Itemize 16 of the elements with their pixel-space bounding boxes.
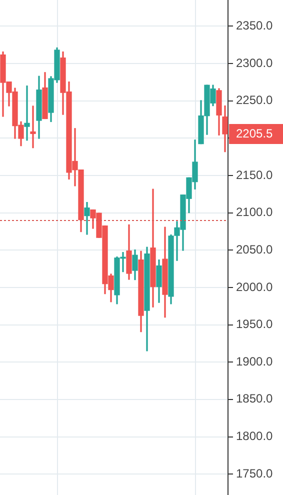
y-tick-label: 1950.0: [236, 317, 274, 332]
candlestick: [84, 202, 90, 235]
y-tick-label: 1800.0: [236, 429, 274, 444]
y-tick-label: 2300.0: [236, 56, 274, 70]
y-tick-label: 2100.0: [236, 205, 274, 220]
y-tick-label: 2350.0: [236, 18, 274, 32]
y-tick-label: 2050.0: [236, 242, 274, 256]
y-tick-label: 1850.0: [236, 392, 274, 406]
y-tick-label: 2150.0: [236, 168, 274, 182]
y-tick-label: 2250.0: [236, 93, 274, 108]
y-tick-label: 1750.0: [236, 466, 274, 480]
candlestick: [24, 86, 30, 141]
candlestick: [30, 106, 36, 148]
y-tick-label: 1900.0: [236, 354, 274, 368]
text: 2205.5: [236, 126, 274, 140]
y-tick-label: 2000.0: [236, 280, 274, 294]
